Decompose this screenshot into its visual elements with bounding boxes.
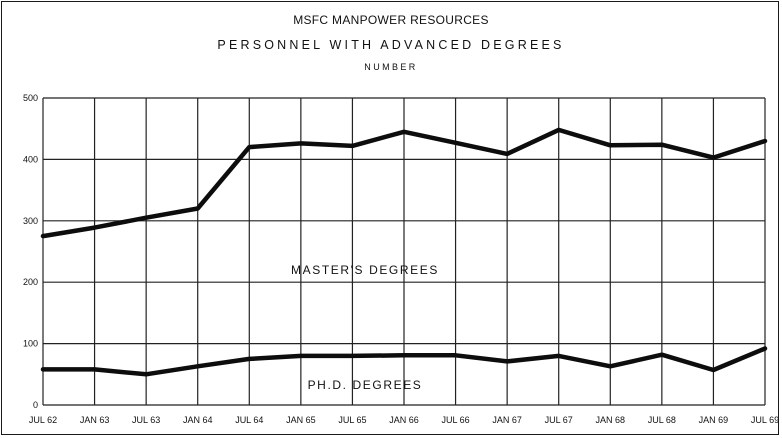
chart-subtitle: PERSONNEL WITH ADVANCED DEGREES bbox=[217, 38, 565, 52]
chart-title: MSFC MANPOWER RESOURCES bbox=[293, 13, 489, 27]
x-tick-label: JUL 67 bbox=[545, 415, 573, 425]
y-tick-label: 0 bbox=[33, 400, 38, 410]
phd-data-point bbox=[711, 368, 716, 372]
masters-data-point bbox=[763, 139, 767, 143]
x-tick-label: JAN 69 bbox=[699, 415, 729, 425]
masters-data-point bbox=[711, 155, 716, 160]
masters-data-point bbox=[247, 145, 251, 149]
y-tick-label: 200 bbox=[23, 277, 38, 287]
masters-degrees-label: MASTER'S DEGREES bbox=[291, 263, 439, 277]
phd-data-point bbox=[144, 372, 148, 376]
x-tick-label: JAN 66 bbox=[389, 415, 419, 425]
phd-data-point bbox=[608, 364, 612, 368]
masters-data-point bbox=[196, 206, 200, 211]
masters-data-point bbox=[92, 225, 97, 230]
x-tick-label: JUL 64 bbox=[235, 415, 263, 425]
y-tick-label: 300 bbox=[23, 216, 38, 226]
y-unit-label: NUMBER bbox=[364, 62, 418, 72]
x-tick-label: JUL 65 bbox=[338, 415, 366, 425]
phd-data-point bbox=[92, 367, 97, 371]
phd-data-point bbox=[660, 353, 664, 357]
x-tick-label: JUL 63 bbox=[132, 415, 160, 425]
x-tick-label: JAN 67 bbox=[492, 415, 522, 425]
x-tick-label: JAN 65 bbox=[286, 415, 316, 425]
masters-data-point bbox=[144, 216, 148, 220]
masters-data-point bbox=[350, 144, 355, 148]
phd-data-point bbox=[402, 353, 406, 357]
phd-data-point bbox=[41, 367, 45, 371]
phd-data-point bbox=[557, 354, 561, 358]
phd-data-point bbox=[196, 364, 200, 368]
masters-data-point bbox=[299, 141, 303, 146]
phd-degrees-label: PH.D. DEGREES bbox=[308, 378, 423, 392]
x-tick-label: JUL 62 bbox=[29, 415, 57, 425]
phd-data-point bbox=[350, 354, 355, 358]
masters-data-point bbox=[557, 128, 561, 132]
x-tick-label: JUL 69 bbox=[751, 415, 779, 425]
phd-data-point bbox=[453, 353, 458, 357]
x-tick-label: JAN 63 bbox=[80, 415, 110, 425]
phd-data-point bbox=[299, 354, 303, 358]
masters-data-point bbox=[505, 152, 509, 156]
masters-data-point bbox=[608, 143, 612, 147]
y-tick-label: 400 bbox=[23, 154, 38, 164]
y-tick-label: 500 bbox=[23, 93, 38, 103]
phd-data-point bbox=[247, 357, 251, 361]
x-tick-label: JUL 66 bbox=[441, 415, 469, 425]
y-tick-label: 100 bbox=[23, 339, 38, 349]
x-tick-label: JUL 68 bbox=[648, 415, 676, 425]
masters-data-point bbox=[41, 234, 45, 238]
masters-data-point bbox=[453, 141, 458, 145]
masters-data-point bbox=[402, 130, 406, 134]
phd-data-point bbox=[763, 346, 767, 351]
masters-data-point bbox=[660, 143, 664, 147]
x-tick-label: JAN 64 bbox=[183, 415, 213, 425]
x-tick-label: JAN 68 bbox=[596, 415, 626, 425]
phd-data-point bbox=[505, 359, 509, 364]
